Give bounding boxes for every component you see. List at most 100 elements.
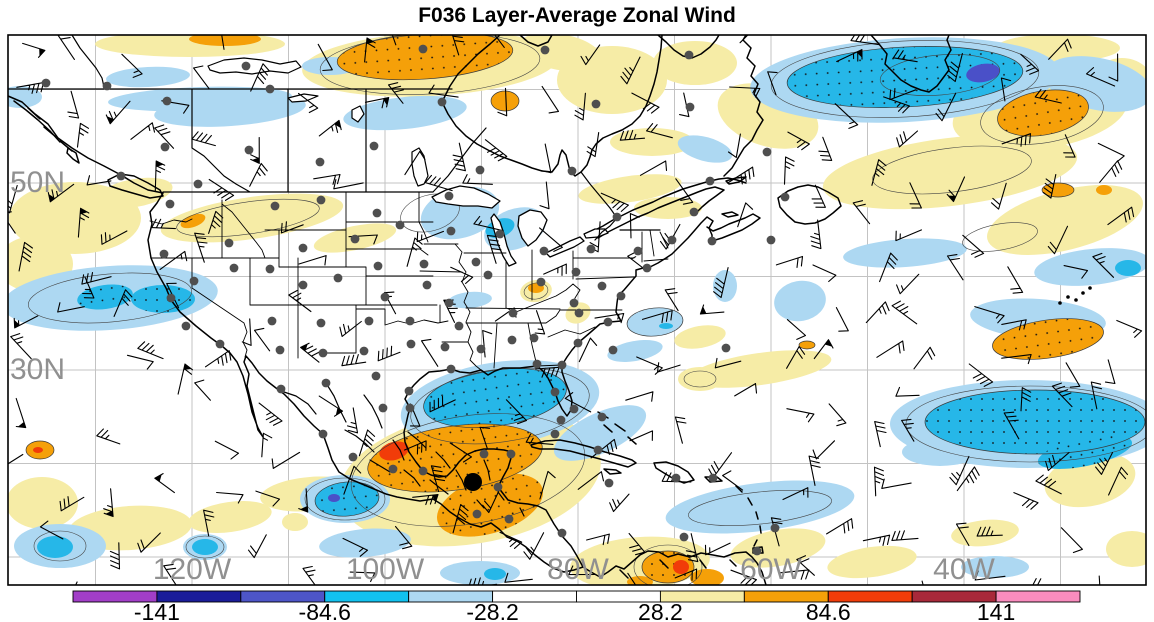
wind-barb xyxy=(713,267,729,299)
latitude-label: 50N xyxy=(10,166,65,199)
station-dot xyxy=(557,360,567,370)
newfoundland-coastline xyxy=(777,184,842,225)
wind-barb-pennant xyxy=(48,194,56,202)
wind-barb xyxy=(935,92,957,122)
wind-barb xyxy=(787,131,810,151)
contour-fill-orange xyxy=(1096,185,1112,195)
wind-barb xyxy=(82,276,95,299)
contour-outline xyxy=(924,389,1146,455)
station-dot xyxy=(571,267,581,277)
contour-line xyxy=(176,198,320,238)
wind-barb xyxy=(1003,411,1020,440)
great-slave-lake xyxy=(207,57,302,75)
wind-barb xyxy=(600,192,629,212)
station-dot xyxy=(371,371,381,381)
wind-barb xyxy=(1047,225,1069,255)
station-dot xyxy=(193,179,203,189)
station-dot xyxy=(557,528,567,538)
lake-winnipeg xyxy=(411,147,429,187)
wind-barb xyxy=(628,532,646,556)
wind-barb xyxy=(191,131,216,147)
station-dot xyxy=(770,523,780,533)
station-dot xyxy=(160,142,170,152)
wind-barb xyxy=(208,178,235,201)
wind-barb xyxy=(539,181,550,210)
contour-line xyxy=(304,477,386,521)
contour-fill-redorange xyxy=(673,560,689,574)
contour-outline xyxy=(367,423,543,493)
wind-barb xyxy=(247,534,267,559)
station-dot xyxy=(388,464,398,474)
contour-line xyxy=(683,370,717,388)
station-dot xyxy=(685,102,695,112)
station-dot xyxy=(298,280,308,290)
wind-barb xyxy=(891,530,919,541)
wind-barb xyxy=(990,182,1007,210)
wind-barb xyxy=(783,156,795,185)
station-dot xyxy=(444,191,454,201)
wind-barb xyxy=(204,350,232,368)
wind-barb xyxy=(81,271,112,285)
station-dot xyxy=(446,364,456,374)
wind-barb xyxy=(818,136,833,161)
contour-fill-paleyellow xyxy=(1106,531,1146,567)
wind-barb xyxy=(404,150,426,176)
contour-outline xyxy=(641,550,695,584)
wind-barb xyxy=(594,312,625,324)
contour-outline xyxy=(314,481,380,517)
wind-barb xyxy=(782,487,809,501)
wind-barb xyxy=(1013,492,1039,510)
wind-barb xyxy=(333,178,364,190)
wind-barb xyxy=(874,421,887,448)
station-dot xyxy=(348,452,358,462)
station-dot xyxy=(159,249,169,259)
station-dot xyxy=(708,473,718,483)
wind-barb xyxy=(1090,381,1103,410)
contour-outline xyxy=(25,440,55,460)
contour-fill-paleyellow xyxy=(188,501,272,533)
station-dot xyxy=(418,466,428,476)
wind-barb xyxy=(159,250,188,270)
wind-barb xyxy=(452,142,466,172)
wind-barb xyxy=(871,159,887,186)
wind-barb-pennant xyxy=(80,208,88,215)
wind-barb xyxy=(18,241,33,272)
contour-fill-orange xyxy=(491,91,519,111)
contour-fill-lightblue xyxy=(1034,248,1146,286)
wind-barb xyxy=(404,440,427,455)
wind-barb xyxy=(8,453,24,465)
wind-barb xyxy=(812,264,837,283)
contour-line xyxy=(185,535,225,559)
wind-barb xyxy=(193,65,210,90)
station-dot xyxy=(475,165,485,175)
wind-barb xyxy=(974,570,1006,581)
wind-barb xyxy=(609,493,630,513)
station-dot xyxy=(597,281,607,291)
wind-barb xyxy=(39,520,64,540)
canada-province-borders xyxy=(8,35,661,241)
wind-barb xyxy=(249,162,268,187)
wind-barb xyxy=(313,173,341,185)
contour-fill-paleyellow xyxy=(674,325,726,349)
station-dot xyxy=(275,345,285,355)
wind-barb-pennant xyxy=(366,38,374,44)
wind-barb xyxy=(734,383,758,397)
station-dot xyxy=(440,342,450,352)
wind-barb xyxy=(103,488,114,518)
contour-fill-lightblue xyxy=(774,280,826,322)
station-dot xyxy=(586,244,596,254)
station-dot xyxy=(265,264,275,274)
wind-barb xyxy=(1063,265,1089,279)
contour-fill-lightblue xyxy=(553,405,647,461)
station-dot xyxy=(267,316,277,326)
stipple-overlay xyxy=(337,35,513,80)
wind-barb xyxy=(430,465,446,493)
station-dot xyxy=(229,263,239,273)
lesser-antilles xyxy=(735,485,764,554)
wind-barb xyxy=(1000,77,1012,102)
contour-line-layer xyxy=(25,35,1146,585)
station-dot xyxy=(418,44,428,54)
wind-barb xyxy=(479,426,491,450)
station-dot xyxy=(495,229,505,239)
